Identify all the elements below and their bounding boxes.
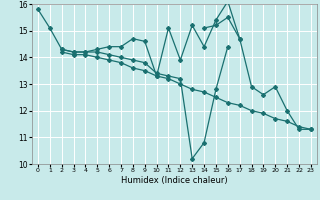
- X-axis label: Humidex (Indice chaleur): Humidex (Indice chaleur): [121, 176, 228, 185]
